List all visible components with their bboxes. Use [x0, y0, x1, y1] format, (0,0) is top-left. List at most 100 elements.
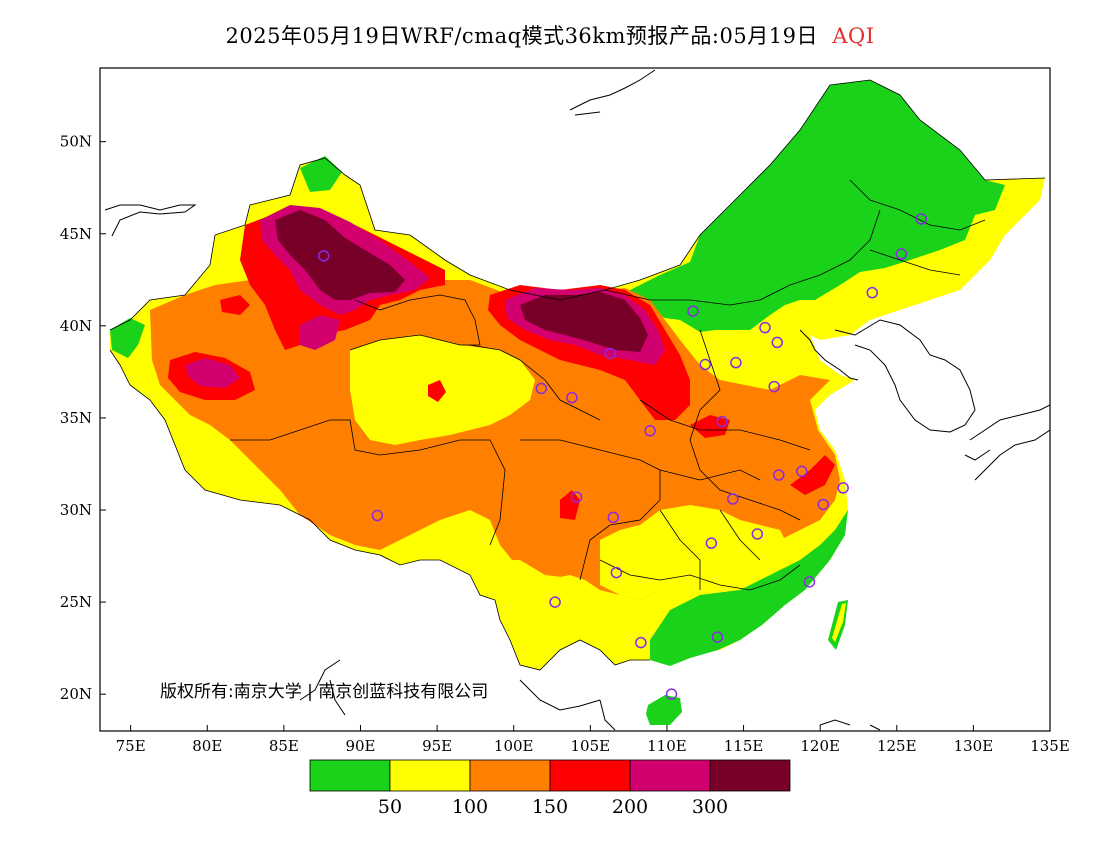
x-tick-label: 95E [422, 737, 452, 755]
aqi-region-green-hainan [646, 695, 682, 725]
coastline-layer [104, 69, 1050, 731]
coast-north [569, 69, 656, 116]
title-product: AQI [832, 24, 875, 48]
station-marker [711, 631, 724, 643]
station-marker [705, 537, 718, 549]
y-tick-label: 25N [60, 593, 92, 611]
border-xinjiang [349, 294, 481, 351]
station-marker [915, 213, 928, 225]
aqi-region-darkred-north [275, 210, 405, 300]
station-marker [610, 566, 623, 579]
station-marker [866, 286, 879, 299]
x-tick-label: 100E [494, 737, 534, 755]
coast-south-1 [299, 659, 346, 716]
colorbar-swatch [469, 759, 551, 792]
colorbar-label: 100 [452, 796, 488, 818]
border-inner-mongolia [604, 209, 881, 306]
station-marker [895, 248, 908, 260]
station-marker [837, 482, 849, 494]
title-main: 2025年05月19日WRF/cmaq模式36km预报产品:05月19日 [225, 24, 818, 48]
border-sichuan [520, 439, 661, 581]
station-marker [371, 509, 384, 522]
map-plot-area: 版权所有:南京大学 | 南京创蓝科技有限公司 [104, 69, 1050, 731]
station-marker [759, 321, 771, 334]
aqi-region-red-anhui [790, 455, 835, 495]
y-tick-label: 30N [60, 501, 92, 519]
y-tick-label: 40N [60, 317, 92, 335]
border-south [599, 559, 801, 591]
station-marker [535, 382, 548, 395]
coast-balkhash [104, 204, 197, 237]
x-tick-label: 120E [800, 737, 840, 755]
station-marker [817, 498, 829, 511]
coast-korea-japan [834, 319, 976, 433]
border-north-china [689, 329, 801, 521]
aqi-region-yellow-taiwan [832, 603, 846, 642]
colorbar-swatch [629, 759, 711, 792]
aqi-region-yellow-yunnan [495, 560, 600, 665]
colorbar-swatch [389, 759, 471, 792]
aqi-region-red-qinghai [428, 380, 446, 402]
border-gansu [469, 344, 601, 421]
station-marker [716, 415, 728, 428]
station-marker [687, 305, 699, 317]
colorbar-swatch [309, 759, 391, 792]
station-marker [570, 491, 583, 503]
station-marker [751, 528, 764, 540]
x-tick-label: 75E [116, 737, 146, 755]
province-borders [109, 79, 1046, 671]
x-tick-label: 115E [724, 737, 764, 755]
station-marker [768, 380, 780, 393]
coast-bohai [799, 329, 859, 381]
y-tick-label: 35N [60, 409, 92, 427]
station-markers [317, 213, 928, 700]
colorbar: 50 100 150 200 300 [309, 759, 791, 818]
x-tick-label: 135E [1030, 737, 1070, 755]
plot-frame [99, 67, 1051, 732]
aqi-region-yellow-southwest [600, 505, 790, 600]
x-tick-label: 125E [877, 737, 917, 755]
border-central [639, 399, 811, 590]
station-marker [771, 336, 784, 349]
x-tick-label: 90E [345, 737, 375, 755]
aqi-region-red-sichuan [560, 490, 580, 520]
colorbar-label: 150 [532, 796, 568, 818]
colorbar-label: 300 [692, 796, 728, 818]
aqi-region-green-west [110, 318, 145, 358]
china-border-south [109, 349, 650, 671]
x-axis: 75E 80E 85E 90E 95E 100E 105E 110E 115E 120E 125E 1… [116, 725, 1070, 755]
copyright-text: 版权所有:南京大学 | 南京创蓝科技有限公司 [160, 682, 488, 702]
china-border [109, 79, 1046, 331]
station-marker [635, 636, 647, 649]
x-tick-label: 110E [647, 737, 687, 755]
station-marker [317, 250, 330, 262]
coast-japan [964, 404, 1050, 481]
colorbar-swatch [709, 759, 791, 792]
aqi-region-green-south [650, 510, 848, 666]
aqi-region-red-henan [690, 415, 730, 438]
x-tick-label: 80E [192, 737, 222, 755]
colorbar-swatch [549, 759, 631, 792]
aqi-region-green-north [300, 156, 342, 192]
x-tick-label: 85E [269, 737, 299, 755]
station-marker [566, 391, 578, 404]
border-tibet [230, 419, 506, 546]
station-marker [773, 469, 785, 481]
station-marker [730, 356, 742, 369]
station-marker [607, 511, 620, 524]
aqi-region-magenta-mid [300, 315, 340, 350]
station-marker [604, 347, 616, 360]
station-marker [549, 596, 561, 608]
aqi-region-red-west2 [220, 295, 250, 315]
station-marker [644, 425, 656, 437]
border-northeast [849, 179, 986, 276]
x-tick-label: 105E [571, 737, 611, 755]
aqi-region-darkred-gansu [520, 292, 648, 352]
y-tick-label: 50N [60, 133, 92, 151]
coast-south-2 [519, 679, 616, 731]
colorbar-label: 50 [378, 796, 402, 818]
page-title: 2025年05月19日WRF/cmaq模式36km预报产品:05月19日 AQI [0, 20, 1100, 50]
coast-south-3 [819, 719, 881, 731]
station-marker [699, 358, 711, 371]
